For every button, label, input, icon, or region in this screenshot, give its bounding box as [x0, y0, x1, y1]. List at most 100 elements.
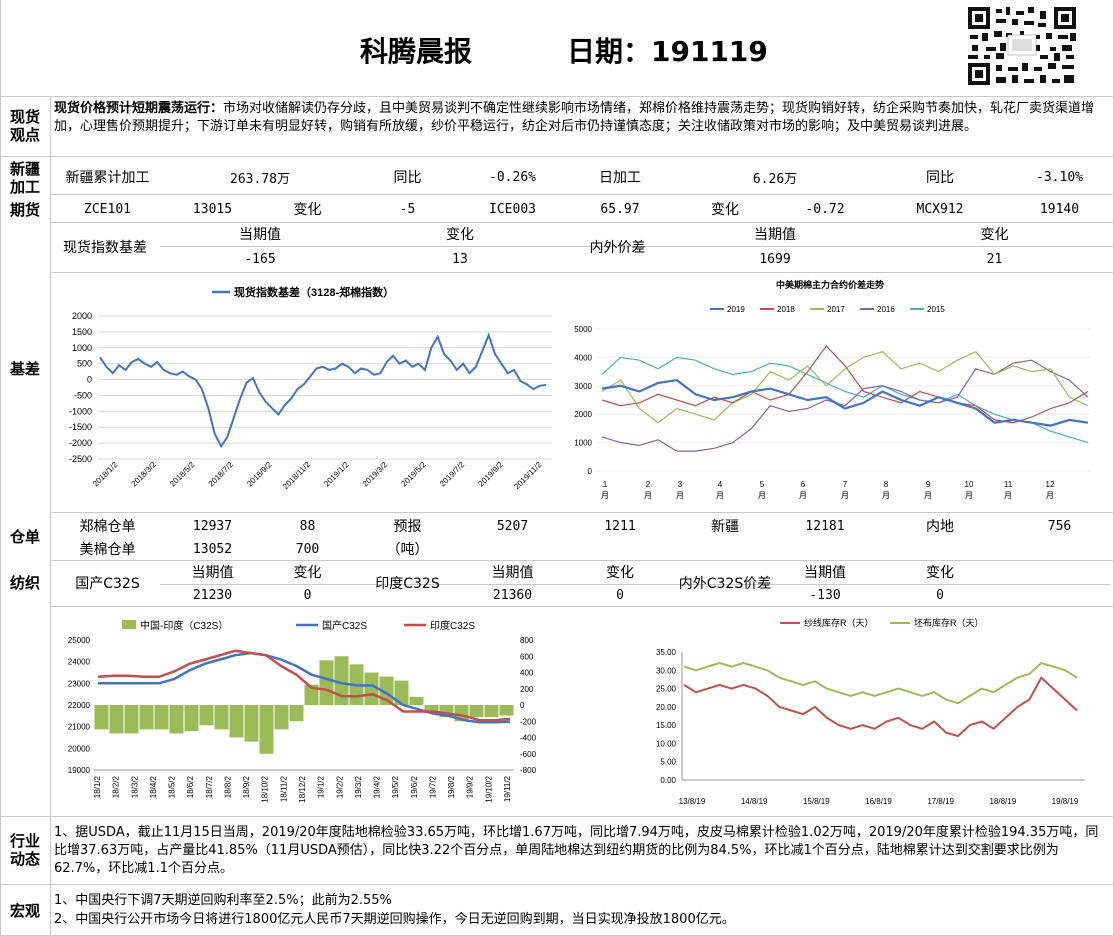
- spot-basis-cur: -165: [244, 252, 276, 267]
- x-tick-label: 18/10/2: [261, 775, 270, 802]
- x-tick-label: 月: [601, 491, 609, 500]
- bar: [94, 705, 109, 730]
- c32s-diff-header-cur: 当期值: [804, 565, 846, 581]
- forecast-unit-label: （吨）: [386, 542, 429, 558]
- y-tick-label: 3000: [574, 382, 592, 391]
- series-line: [683, 675, 1078, 738]
- y-tick-label-right: -800: [520, 766, 537, 775]
- bar: [499, 705, 514, 716]
- x-tick-label: 18/11/2: [279, 775, 288, 802]
- x-tick-label: 2018/5/2: [168, 460, 197, 489]
- y-tick-label: 2000: [574, 410, 592, 419]
- bar: [199, 705, 214, 726]
- y-tick-label: -2000: [69, 438, 92, 448]
- x-tick-label: 19/6/2: [410, 775, 419, 798]
- x-tick-label: 17/8/19: [927, 797, 954, 806]
- legend-label: 纱线库存R（天）: [804, 617, 874, 628]
- legend-label: 2019: [727, 305, 745, 314]
- xj-cum-label: 新疆累计加工: [65, 170, 150, 186]
- x-tick-label: 15/8/19: [803, 797, 830, 806]
- x-tick-label: 月: [799, 491, 807, 500]
- series-line: [683, 661, 1078, 705]
- bar: [364, 672, 379, 705]
- x-tick-label: 18/8/2: [223, 775, 232, 798]
- y-tick-label-right: 400: [520, 669, 534, 678]
- ice-change: -0.72: [805, 201, 845, 217]
- x-tick-label: 18/12/2: [298, 775, 307, 802]
- cn-c32s-label: 国产C32S: [75, 576, 140, 592]
- x-tick-label: 18/2/2: [112, 775, 121, 798]
- y-tick-label: 5000: [574, 325, 592, 334]
- bar: [319, 660, 334, 705]
- in-c32s-header-chg: 变化: [606, 565, 634, 581]
- x-tick-label: 18/4/2: [149, 775, 158, 798]
- y-tick-label: -500: [74, 390, 92, 400]
- y-tick-label: -2500: [69, 454, 92, 464]
- bar: [244, 705, 259, 742]
- x-tick-label: 9: [926, 480, 931, 489]
- section-textile: 纺织: [9, 574, 40, 592]
- bar: [484, 705, 499, 718]
- xj-daily-yoy-value: -3.10%: [1036, 169, 1083, 185]
- x-tick-label: 18/9/2: [242, 775, 251, 798]
- zce-contract: ZCE101: [84, 201, 131, 217]
- legend-label: 国产C32S: [322, 619, 367, 632]
- x-tick-label: 12: [1046, 480, 1055, 489]
- y-tick-label: 5.00: [660, 758, 676, 767]
- in-c32s-cur: 21360: [492, 587, 533, 603]
- c32s-diff-cur: -130: [809, 587, 841, 603]
- x-tick-label: 19/9/2: [466, 775, 475, 798]
- x-tick-label: 19/11/2: [503, 775, 512, 802]
- x-tick-label: 2018/9/2: [245, 460, 274, 489]
- x-tick-label: 16/8/19: [865, 797, 892, 806]
- section-xinjiang: 新疆 加工: [9, 160, 40, 196]
- c32s-diff-header-chg: 变化: [926, 565, 954, 581]
- legend-label: 2017: [827, 305, 845, 314]
- x-tick-label: 19/2/2: [335, 775, 344, 798]
- bar: [139, 705, 154, 730]
- x-tick-label: 3: [678, 480, 683, 489]
- series-line-basis: [99, 332, 547, 449]
- y-tick-label-right: -400: [520, 734, 537, 743]
- x-tick-label: 14/8/19: [741, 797, 768, 806]
- intl-spread-cur: 1699: [759, 252, 791, 267]
- bar: [214, 705, 229, 730]
- series-line-2019: [601, 378, 1089, 427]
- intl-spread-header-cur: 当期值: [754, 227, 796, 243]
- x-tick-label: 4: [718, 480, 723, 489]
- x-tick-label: 1: [603, 480, 608, 489]
- zce-warehouse-label: 郑棉仓单: [79, 519, 136, 535]
- us-warehouse-value: 13052: [192, 541, 233, 557]
- x-tick-label: 10: [965, 480, 974, 489]
- x-tick-label: 月: [965, 491, 973, 500]
- bar: [229, 705, 244, 738]
- y-tick-label-left: 20000: [68, 744, 91, 753]
- cn-c32s-header-chg: 变化: [293, 565, 322, 581]
- intl-spread-label: 内外价差: [589, 240, 646, 256]
- x-tick-label: 18/5/2: [168, 775, 177, 798]
- us-warehouse-label: 美棉仓单: [79, 542, 136, 558]
- y-tick-label-left: 24000: [68, 658, 91, 667]
- x-tick-label: 月: [758, 491, 766, 500]
- x-tick-label: 18/3/2: [130, 775, 139, 798]
- x-tick-label: 月: [644, 491, 652, 500]
- bar: [124, 705, 139, 734]
- section-basis: 基差: [9, 360, 40, 378]
- in-c32s-chg: 0: [616, 587, 624, 603]
- intl-spread-chg: 21: [986, 252, 1003, 267]
- x-tick-label: 月: [676, 491, 684, 500]
- report-title: 科腾晨报: [360, 35, 473, 68]
- forecast-value: 5207: [496, 518, 529, 534]
- xj-daily-yoy-label: 同比: [926, 170, 954, 186]
- report-date: 日期：191119: [567, 35, 768, 68]
- x-tick-label: 2018/11/2: [281, 460, 312, 491]
- bar: [394, 680, 409, 705]
- legend-label: 中国-印度（C32S）: [140, 619, 228, 632]
- section-macro: 宏观: [9, 902, 40, 920]
- x-tick-label: 11: [1004, 480, 1013, 489]
- x-tick-label: 8: [884, 480, 889, 489]
- spot-view-headline: 现货价格预计短期震荡运行：: [54, 101, 224, 116]
- xj-cum-value: 263.78万: [230, 171, 290, 187]
- bar: [109, 705, 124, 734]
- x-tick-label: 2019/9/2: [476, 460, 505, 489]
